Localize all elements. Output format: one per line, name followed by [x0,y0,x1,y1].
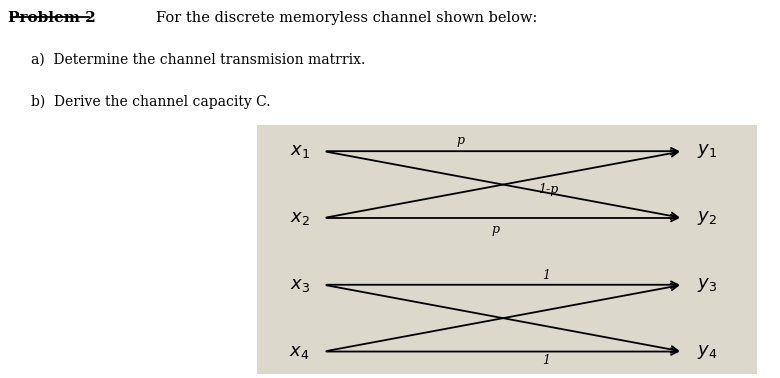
Text: $x_4$: $x_4$ [289,342,310,361]
Text: b)  Derive the channel capacity C.: b) Derive the channel capacity C. [31,94,271,109]
Text: 1: 1 [542,269,550,282]
Text: p: p [456,134,464,147]
Text: $x_3$: $x_3$ [289,276,310,294]
Text: $x_1$: $x_1$ [289,142,310,160]
Text: 1-p: 1-p [538,183,558,195]
Text: $y_2$: $y_2$ [697,209,716,227]
Bar [257,125,757,374]
Text: Problem 2: Problem 2 [8,11,95,25]
Text: $y_4$: $y_4$ [697,342,717,361]
Text: $x_2$: $x_2$ [290,209,310,227]
Text: $y_1$: $y_1$ [697,142,717,160]
Text: $y_3$: $y_3$ [697,276,717,294]
Text: For the discrete memoryless channel shown below:: For the discrete memoryless channel show… [156,11,537,25]
Text: a)  Determine the channel transmision matrrix.: a) Determine the channel transmision mat… [31,53,366,67]
Text: p: p [492,223,500,236]
Text: 1: 1 [542,355,550,367]
